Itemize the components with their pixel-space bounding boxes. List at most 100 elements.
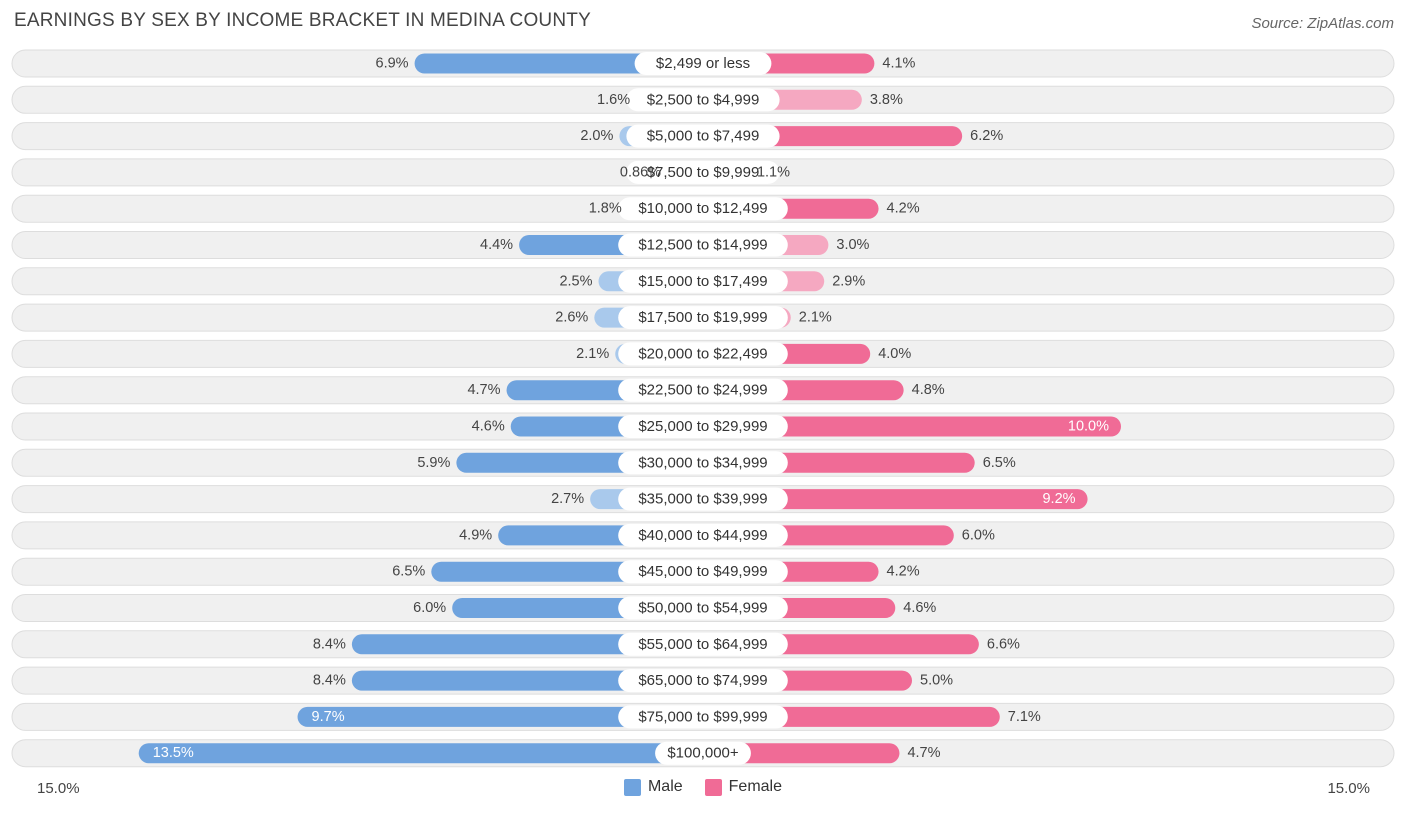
category-label-pill bbox=[626, 124, 780, 148]
category-label: $7,500 to $9,999 bbox=[647, 164, 760, 181]
legend-male-label: Male bbox=[647, 778, 683, 795]
category-label-pill bbox=[618, 523, 788, 547]
male-value-label: 6.0% bbox=[413, 600, 446, 616]
category-label-pill bbox=[618, 669, 788, 693]
female-value-label: 4.8% bbox=[912, 382, 945, 398]
female-value-label: 2.1% bbox=[799, 310, 832, 326]
male-value-label: 1.8% bbox=[589, 201, 622, 217]
category-label-pill bbox=[618, 632, 788, 656]
category-label: $25,000 to $29,999 bbox=[638, 418, 767, 435]
female-bar bbox=[703, 743, 900, 764]
axis-min-label: 15.0% bbox=[37, 780, 80, 797]
female-value-label: 4.7% bbox=[907, 745, 940, 761]
category-label: $65,000 to $74,999 bbox=[638, 672, 767, 689]
category-label: $50,000 to $54,999 bbox=[638, 600, 767, 617]
female-value-label: 4.0% bbox=[878, 346, 911, 362]
female-value-label: 6.0% bbox=[962, 527, 995, 543]
female-value-label: 9.2% bbox=[1042, 491, 1075, 507]
bar-chart: $2,499 or less 6.9% 4.1% $2,500 to $4,999 1.… bbox=[11, 49, 1395, 768]
male-value-label: 4.6% bbox=[472, 419, 505, 435]
male-value-label: 8.4% bbox=[313, 673, 346, 689]
category-label-pill bbox=[618, 269, 788, 293]
male-value-label: 13.5% bbox=[153, 745, 194, 761]
female-value-label: 5.0% bbox=[920, 673, 953, 689]
legend-female-label: Female bbox=[728, 778, 783, 795]
female-value-label: 3.0% bbox=[836, 237, 869, 253]
female-swatch bbox=[704, 778, 722, 796]
category-label: $75,000 to $99,999 bbox=[638, 708, 767, 725]
category-label: $20,000 to $22,499 bbox=[638, 345, 767, 362]
male-value-label: 1.6% bbox=[597, 92, 630, 108]
male-value-label: 5.9% bbox=[417, 455, 450, 471]
category-label: $45,000 to $49,999 bbox=[638, 563, 767, 580]
male-value-label: 4.7% bbox=[467, 382, 500, 398]
male-value-label: 4.4% bbox=[480, 237, 513, 253]
chart-title: EARNINGS BY SEX BY INCOME BRACKET IN MED… bbox=[14, 10, 591, 31]
male-value-label: 8.4% bbox=[313, 636, 346, 652]
category-label-pill bbox=[626, 88, 780, 112]
male-value-label: 2.7% bbox=[551, 491, 584, 507]
female-value-label: 2.9% bbox=[832, 273, 865, 289]
female-bar bbox=[703, 416, 1121, 437]
legend-item-male[interactable]: Male bbox=[623, 778, 683, 796]
female-value-label: 4.2% bbox=[887, 201, 920, 217]
female-value-label: 4.2% bbox=[887, 564, 920, 580]
male-value-label: 4.9% bbox=[459, 527, 492, 543]
category-label: $2,500 to $4,999 bbox=[647, 91, 760, 108]
category-label: $22,500 to $24,999 bbox=[638, 382, 767, 399]
category-label-pill bbox=[618, 487, 788, 511]
legend-item-female[interactable]: Female bbox=[704, 778, 783, 796]
category-label: $30,000 to $34,999 bbox=[638, 454, 767, 471]
category-label: $12,500 to $14,999 bbox=[638, 237, 767, 254]
female-value-label: 10.0% bbox=[1068, 419, 1109, 435]
category-label-pill bbox=[618, 342, 788, 366]
male-value-label: 6.5% bbox=[392, 564, 425, 580]
category-label: $35,000 to $39,999 bbox=[638, 491, 767, 508]
female-value-label: 6.2% bbox=[970, 128, 1003, 144]
source-label: Source: ZipAtlas.com bbox=[1251, 15, 1394, 32]
female-value-label: 6.6% bbox=[987, 636, 1020, 652]
female-value-label: 4.6% bbox=[903, 600, 936, 616]
female-value-label: 7.1% bbox=[1008, 709, 1041, 725]
male-bar bbox=[138, 743, 703, 764]
male-value-label: 2.6% bbox=[555, 310, 588, 326]
category-label-pill bbox=[618, 233, 788, 257]
category-label-pill bbox=[618, 560, 788, 584]
category-label: $17,500 to $19,999 bbox=[638, 309, 767, 326]
male-value-label: 0.86% bbox=[620, 164, 661, 180]
category-label-pill bbox=[618, 705, 788, 729]
category-label: $2,499 or less bbox=[656, 55, 750, 72]
male-value-label: 2.5% bbox=[559, 273, 592, 289]
category-label: $100,000+ bbox=[667, 745, 739, 762]
male-value-label: 9.7% bbox=[312, 709, 345, 725]
female-value-label: 1.1% bbox=[757, 164, 790, 180]
category-label-pill bbox=[618, 596, 788, 620]
category-label-pill bbox=[655, 741, 751, 765]
female-value-label: 4.1% bbox=[882, 56, 915, 72]
axis-max-label: 15.0% bbox=[1327, 780, 1370, 797]
female-value-label: 3.8% bbox=[870, 92, 903, 108]
female-bar bbox=[703, 489, 1088, 510]
male-value-label: 2.1% bbox=[576, 346, 609, 362]
category-label: $40,000 to $44,999 bbox=[638, 527, 767, 544]
male-value-label: 6.9% bbox=[376, 56, 409, 72]
category-label-pill bbox=[618, 451, 788, 475]
legend: Male Female bbox=[0, 778, 1406, 796]
category-label: $55,000 to $64,999 bbox=[638, 636, 767, 653]
category-label: $10,000 to $12,499 bbox=[638, 200, 767, 217]
male-bar bbox=[414, 53, 703, 74]
male-bar bbox=[351, 670, 703, 691]
category-label: $15,000 to $17,499 bbox=[638, 273, 767, 290]
female-value-label: 6.5% bbox=[983, 455, 1016, 471]
category-label-pill bbox=[626, 160, 780, 184]
male-value-label: 2.0% bbox=[580, 128, 613, 144]
male-swatch bbox=[623, 778, 641, 796]
male-bar bbox=[297, 706, 703, 727]
category-label: $5,000 to $7,499 bbox=[647, 128, 760, 145]
category-label-pill bbox=[618, 306, 788, 330]
category-label-pill bbox=[618, 378, 788, 402]
male-bar bbox=[351, 634, 703, 655]
category-label-pill bbox=[618, 415, 788, 438]
category-label-pill bbox=[634, 52, 772, 75]
category-label-pill bbox=[618, 197, 788, 221]
